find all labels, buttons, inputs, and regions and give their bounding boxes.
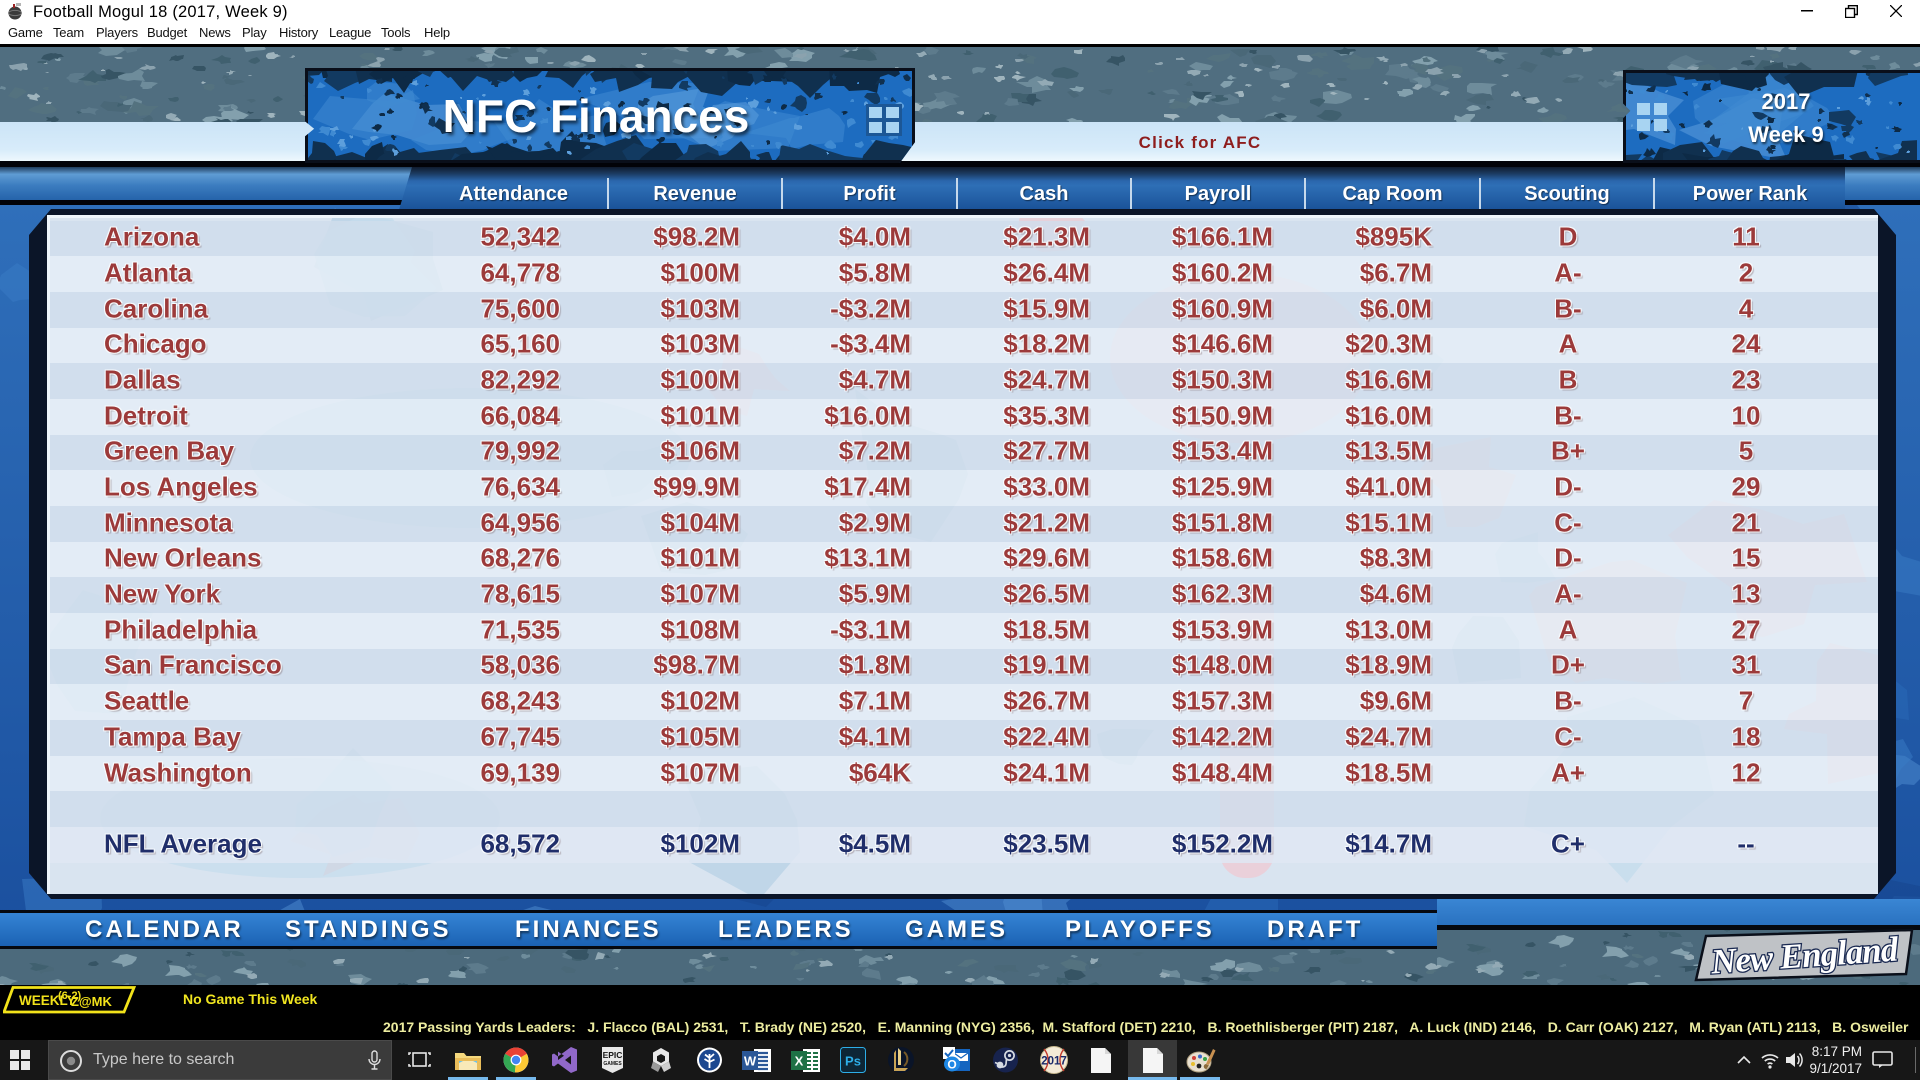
svg-text:2017: 2017 — [1041, 1056, 1067, 1068]
svg-text:(6-2): (6-2) — [58, 990, 82, 1002]
svg-text:EPIC: EPIC — [603, 1050, 623, 1060]
svg-text:O: O — [947, 1058, 956, 1072]
svg-text:WEEKLY: WEEKLY — [19, 993, 76, 1008]
svg-text:X: X — [795, 1054, 804, 1069]
svg-text:Ps: Ps — [845, 1054, 861, 1069]
svg-text:Z@MK: Z@MK — [71, 994, 112, 1009]
svg-text:W: W — [744, 1054, 757, 1069]
svg-text:GAMES: GAMES — [603, 1061, 622, 1067]
